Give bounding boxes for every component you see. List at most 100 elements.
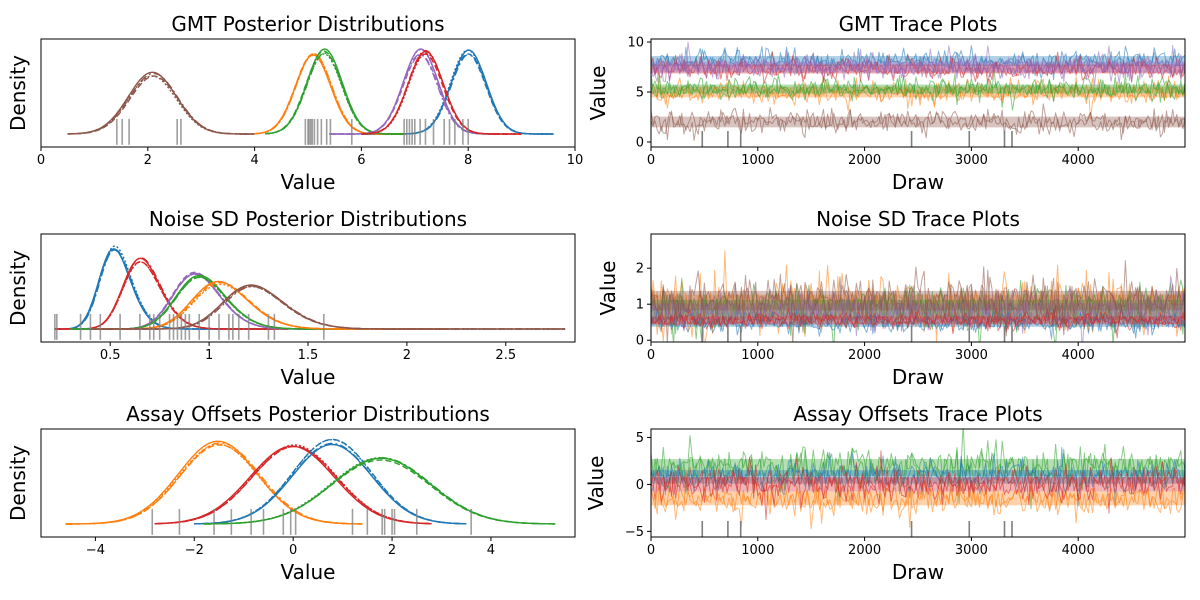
y-tick-label: 10 xyxy=(627,36,644,51)
axes-frame xyxy=(650,428,1186,538)
y-axis-label: Density xyxy=(6,55,30,131)
trace-line-series-3-chain-1 xyxy=(651,69,1185,111)
x-tick-label: 4 xyxy=(487,543,495,558)
x-tick-label: 2.5 xyxy=(495,348,516,363)
trace-band-series-2 xyxy=(651,299,1185,320)
subplot-1: 0 2 4 6 8 10 GMT Posterior Distributions Value D… xyxy=(6,12,583,194)
plot-area xyxy=(651,41,1185,147)
x-tick-label: 8 xyxy=(464,153,472,168)
x-tick-label: −4 xyxy=(86,543,105,558)
density-line-series-1-chain-1 xyxy=(67,71,255,135)
axes-frame xyxy=(40,38,576,148)
subplot-title: Assay Offsets Posterior Distributions xyxy=(126,402,490,426)
x-tick-label: 2000 xyxy=(848,348,881,363)
y-tick-label: 1 xyxy=(636,298,644,313)
x-tick-label: 0.5 xyxy=(100,348,121,363)
y-tick-label: 0 xyxy=(636,136,644,151)
x-tick-label: 2 xyxy=(403,348,411,363)
density-line-series-6-chain-3 xyxy=(90,285,566,330)
x-axis-label: Value xyxy=(281,560,336,584)
trace-line-series-4-chain-2 xyxy=(651,458,1185,514)
density-line-series-3-chain-3 xyxy=(254,53,405,135)
plot-area xyxy=(651,250,1185,342)
subplot-title: Noise SD Posterior Distributions xyxy=(149,207,467,231)
density-line-series-4-chain-1 xyxy=(265,48,405,135)
axes-frame xyxy=(40,428,576,538)
x-tick-label: 4 xyxy=(250,153,258,168)
y-axis-label: Value xyxy=(584,456,608,511)
trace-line-series-6-chain-2 xyxy=(651,103,1185,138)
x-tick-label: 1 xyxy=(205,348,213,363)
axes-frame xyxy=(650,233,1186,343)
trace-band-series-4 xyxy=(651,64,1185,74)
trace-band-series-5 xyxy=(651,316,1185,325)
x-tick-label: 4000 xyxy=(1062,348,1095,363)
density-line-series-1-chain-4 xyxy=(67,72,255,135)
x-axis-label: Value xyxy=(281,365,336,389)
trace-band-series-4 xyxy=(651,319,1185,327)
trace-line-series-6-chain-1 xyxy=(651,107,1185,141)
density-line-series-6-chain-4 xyxy=(361,49,522,135)
trace-band-series-1 xyxy=(651,459,1185,476)
subplot-title: GMT Posterior Distributions xyxy=(171,12,444,36)
y-axis-label: Density xyxy=(6,250,30,326)
trace-band-series-3 xyxy=(651,84,1185,94)
subplot-title: GMT Trace Plots xyxy=(839,12,998,36)
trace-line-series-5-chain-2 xyxy=(651,41,1185,85)
subplot-title: Assay Offsets Trace Plots xyxy=(793,402,1042,426)
x-axis-label: Draw xyxy=(892,560,944,584)
x-tick-label: 4000 xyxy=(1062,543,1095,558)
trace-line-series-6-chain-2 xyxy=(651,266,1185,342)
x-tick-label: 2 xyxy=(144,153,152,168)
density-line-series-1-chain-4 xyxy=(65,442,363,525)
density-line-series-3-chain-4 xyxy=(194,442,467,525)
x-tick-label: 6 xyxy=(357,153,365,168)
density-line-series-3-chain-2 xyxy=(254,53,405,135)
plot-area xyxy=(67,48,554,145)
subplot-title: Noise SD Trace Plots xyxy=(816,207,1020,231)
trace-line-series-2-chain-2 xyxy=(651,447,1185,506)
y-tick-label: 5 xyxy=(636,86,644,101)
y-tick-label: 5 xyxy=(636,431,644,446)
x-tick-label: 3000 xyxy=(955,348,988,363)
trace-line-series-3-chain-2 xyxy=(651,75,1185,103)
plot-area xyxy=(65,438,556,535)
trace-band-series-4 xyxy=(651,477,1185,492)
y-tick-label: 0 xyxy=(636,334,644,349)
plot-area xyxy=(54,245,566,340)
trace-band-series-5 xyxy=(651,61,1185,73)
x-tick-label: −2 xyxy=(185,543,204,558)
x-tick-label: 3000 xyxy=(955,153,988,168)
density-line-series-2-chain-3 xyxy=(361,49,554,135)
x-tick-label: 0 xyxy=(647,348,655,363)
y-axis-label: Value xyxy=(596,261,620,316)
x-axis-label: Value xyxy=(281,170,336,194)
trace-line-series-5-chain-1 xyxy=(651,45,1185,86)
y-tick-label: 2 xyxy=(636,262,644,277)
density-line-series-4-chain-4 xyxy=(204,457,556,525)
x-tick-label: 0 xyxy=(289,543,297,558)
axes-frame xyxy=(40,233,576,343)
x-tick-label: 3000 xyxy=(955,543,988,558)
x-tick-label: 1000 xyxy=(741,153,774,168)
density-line-series-1-chain-3 xyxy=(67,75,255,135)
trace-band-series-2 xyxy=(651,470,1185,484)
y-axis-label: Value xyxy=(586,66,610,121)
density-line-series-6-chain-4 xyxy=(90,285,566,330)
axes-frame xyxy=(650,38,1186,148)
trace-band-series-6 xyxy=(651,116,1185,128)
trace-line-series-4-chain-2 xyxy=(651,54,1185,84)
x-tick-label: 1000 xyxy=(741,543,774,558)
x-axis-label: Draw xyxy=(892,365,944,389)
density-line-series-5-chain-4 xyxy=(329,53,501,135)
density-line-series-3-chain-4 xyxy=(254,52,405,135)
x-tick-label: 1000 xyxy=(741,348,774,363)
density-line-series-1-chain-2 xyxy=(67,75,255,135)
y-axis-label: Density xyxy=(6,445,30,521)
x-tick-label: 1.5 xyxy=(298,348,319,363)
subplot-2: 0 1000 2000 3000 4000 0 5 10 GMT Trace Plots Draw… xyxy=(586,12,1186,194)
x-axis-label: Draw xyxy=(892,170,944,194)
density-line-series-6-chain-2 xyxy=(90,285,566,330)
x-tick-label: 4000 xyxy=(1062,153,1095,168)
